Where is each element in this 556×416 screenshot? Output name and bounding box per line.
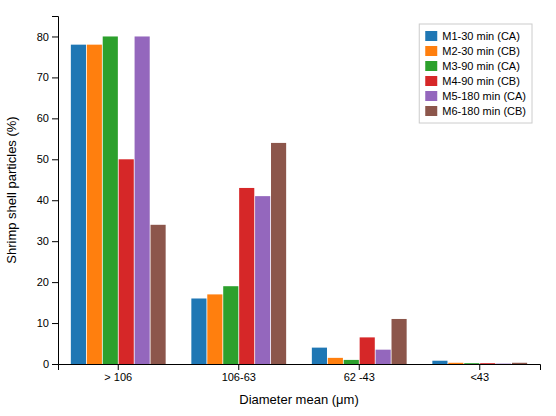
y-tick-label: 0 <box>43 358 49 370</box>
legend-item: M2-30 min (CB) <box>425 45 520 57</box>
legend-item: M3-90 min (CA) <box>425 60 520 72</box>
legend-item: M4-90 min (CB) <box>425 75 520 87</box>
bar <box>223 286 238 364</box>
legend-label: M6-180 min (CB) <box>442 105 526 117</box>
legend-item: M1-30 min (CA) <box>425 30 520 42</box>
y-tick-label: 80 <box>37 30 49 42</box>
legend-label: M5-180 min (CA) <box>442 90 526 102</box>
bar <box>191 298 206 364</box>
legend-label: M3-90 min (CA) <box>442 60 520 72</box>
y-tick: 50 <box>37 153 58 165</box>
bar <box>496 363 511 364</box>
x-tick-label: <43 <box>470 371 489 383</box>
bars <box>71 36 527 364</box>
y-tick: 10 <box>37 317 58 329</box>
y-tick-mark <box>52 364 58 365</box>
y-tick-mark <box>52 159 58 160</box>
y-axis-title: Shrimp shell particles (%) <box>4 116 19 263</box>
bar <box>344 360 359 364</box>
bar <box>151 225 166 364</box>
legend-label: M2-30 min (CB) <box>442 45 520 57</box>
bar <box>87 45 102 364</box>
legend-swatch <box>425 61 437 71</box>
bar <box>480 363 495 364</box>
y-tick-mark <box>52 323 58 324</box>
y-tick-label: 50 <box>37 153 49 165</box>
legend-label: M4-90 min (CB) <box>442 75 520 87</box>
legend-label: M1-30 min (CA) <box>442 30 520 42</box>
bar <box>312 348 327 364</box>
bar <box>512 363 527 364</box>
x-tick-label: 106-63 <box>222 371 256 383</box>
legend-item: M5-180 min (CA) <box>425 90 526 102</box>
bar <box>432 361 447 364</box>
bar <box>376 350 391 364</box>
x-tick: 106-63 <box>222 364 256 383</box>
x-tick: > 106 <box>104 364 132 383</box>
bar <box>271 143 286 364</box>
legend-swatch <box>425 91 437 101</box>
bar <box>392 319 407 364</box>
y-tick: 40 <box>37 194 58 206</box>
y-tick: 30 <box>37 235 58 247</box>
x-axis-line <box>59 365 541 371</box>
legend-box <box>419 24 532 123</box>
legend: M1-30 min (CA) M2-30 min (CB) M3-90 min (C… <box>419 24 532 123</box>
y-tick-mark <box>52 241 58 242</box>
x-tick-label: 62 -43 <box>344 371 375 383</box>
bar-series <box>71 45 448 364</box>
legend-item: M6-180 min (CB) <box>425 105 526 117</box>
legend-swatch <box>425 31 437 41</box>
bar <box>464 363 479 364</box>
x-axis: > 106 106-63 62 -43 <43 <box>59 364 541 383</box>
y-tick-label: 30 <box>37 235 49 247</box>
y-tick-label: 20 <box>37 276 49 288</box>
y-tick: 80 <box>37 30 58 42</box>
bar <box>135 36 150 364</box>
y-tick: 70 <box>37 71 58 83</box>
x-tick-mark <box>238 364 239 370</box>
bar <box>119 159 134 364</box>
bar <box>448 363 463 364</box>
y-tick-mark <box>52 118 58 119</box>
x-tick-mark <box>118 364 119 370</box>
y-tick: 20 <box>37 276 58 288</box>
y-tick-mark <box>52 282 58 283</box>
y-axis: 0 10 20 30 40 50 60 70 80 <box>37 17 59 371</box>
x-tick-mark <box>479 364 480 370</box>
y-tick-mark <box>52 77 58 78</box>
bar <box>207 294 222 364</box>
bar <box>103 36 118 364</box>
y-tick-mark <box>52 200 58 201</box>
y-axis-line <box>52 17 59 365</box>
x-tick-mark <box>359 364 360 370</box>
bar <box>71 45 86 364</box>
y-tick-label: 70 <box>37 71 49 83</box>
legend-swatch <box>425 106 437 116</box>
plot: > 106 106-63 62 -43 <43 0 10 20 30 40 50 60 70 80 Dia… <box>4 17 541 408</box>
bar <box>360 337 375 364</box>
bar <box>328 358 343 364</box>
bar <box>255 196 270 364</box>
legend-swatch <box>425 76 437 86</box>
x-tick-label: > 106 <box>104 371 132 383</box>
x-axis-title: Diameter mean (μm) <box>239 392 358 407</box>
y-tick-mark <box>52 36 58 37</box>
y-tick: 60 <box>37 112 58 124</box>
bar-series <box>151 143 528 364</box>
legend-swatch <box>425 46 437 56</box>
chart: > 106 106-63 62 -43 <43 0 10 20 30 40 50 60 70 80 Dia… <box>0 0 556 416</box>
y-tick-label: 60 <box>37 112 49 124</box>
x-tick: <43 <box>470 364 489 383</box>
y-tick: 0 <box>43 358 58 370</box>
x-tick: 62 -43 <box>344 364 375 383</box>
bar-series <box>119 159 496 364</box>
bar <box>239 188 254 364</box>
y-tick-label: 10 <box>37 317 49 329</box>
y-tick-label: 40 <box>37 194 49 206</box>
